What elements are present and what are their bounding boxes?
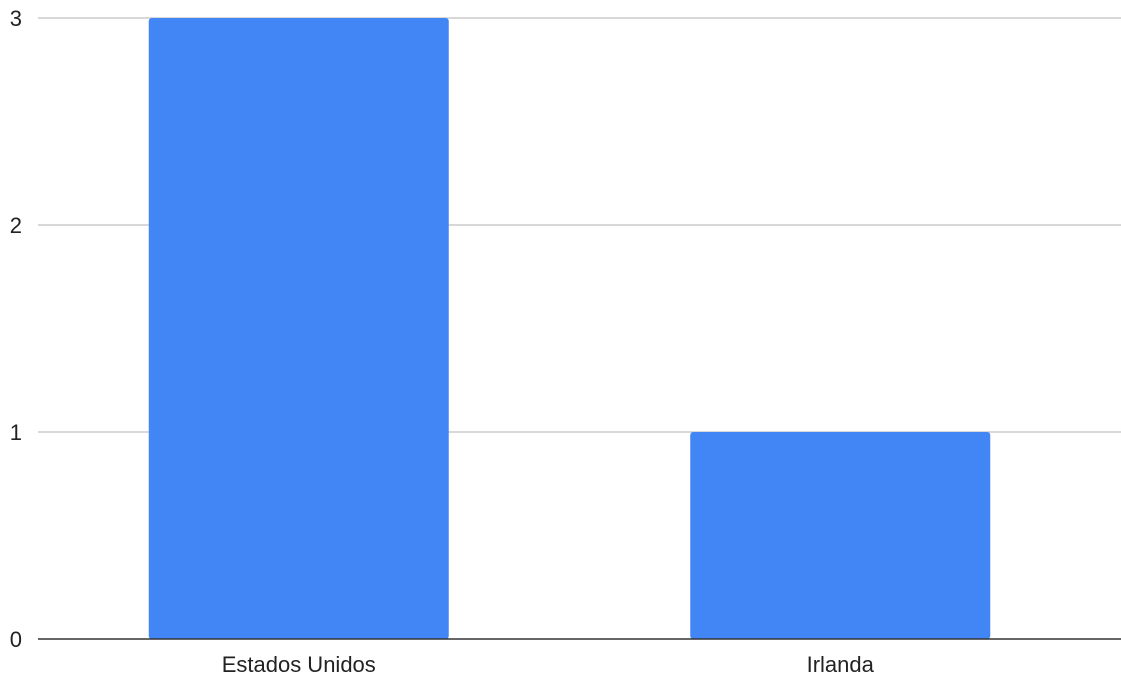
y-tick-label: 3 xyxy=(10,6,22,31)
y-tick-label: 0 xyxy=(10,627,22,652)
y-axis-tick-labels: 0 1 2 3 xyxy=(10,6,22,652)
x-category-label: Estados Unidos xyxy=(222,652,376,676)
y-tick-label: 2 xyxy=(10,213,22,238)
bar-estados-unidos xyxy=(148,18,449,639)
x-category-label: Irlanda xyxy=(807,652,875,676)
y-tick-label: 1 xyxy=(10,420,22,445)
bars xyxy=(148,18,991,639)
x-axis-category-labels: Estados Unidos Irlanda xyxy=(222,652,875,676)
bar-irlanda xyxy=(690,432,991,639)
